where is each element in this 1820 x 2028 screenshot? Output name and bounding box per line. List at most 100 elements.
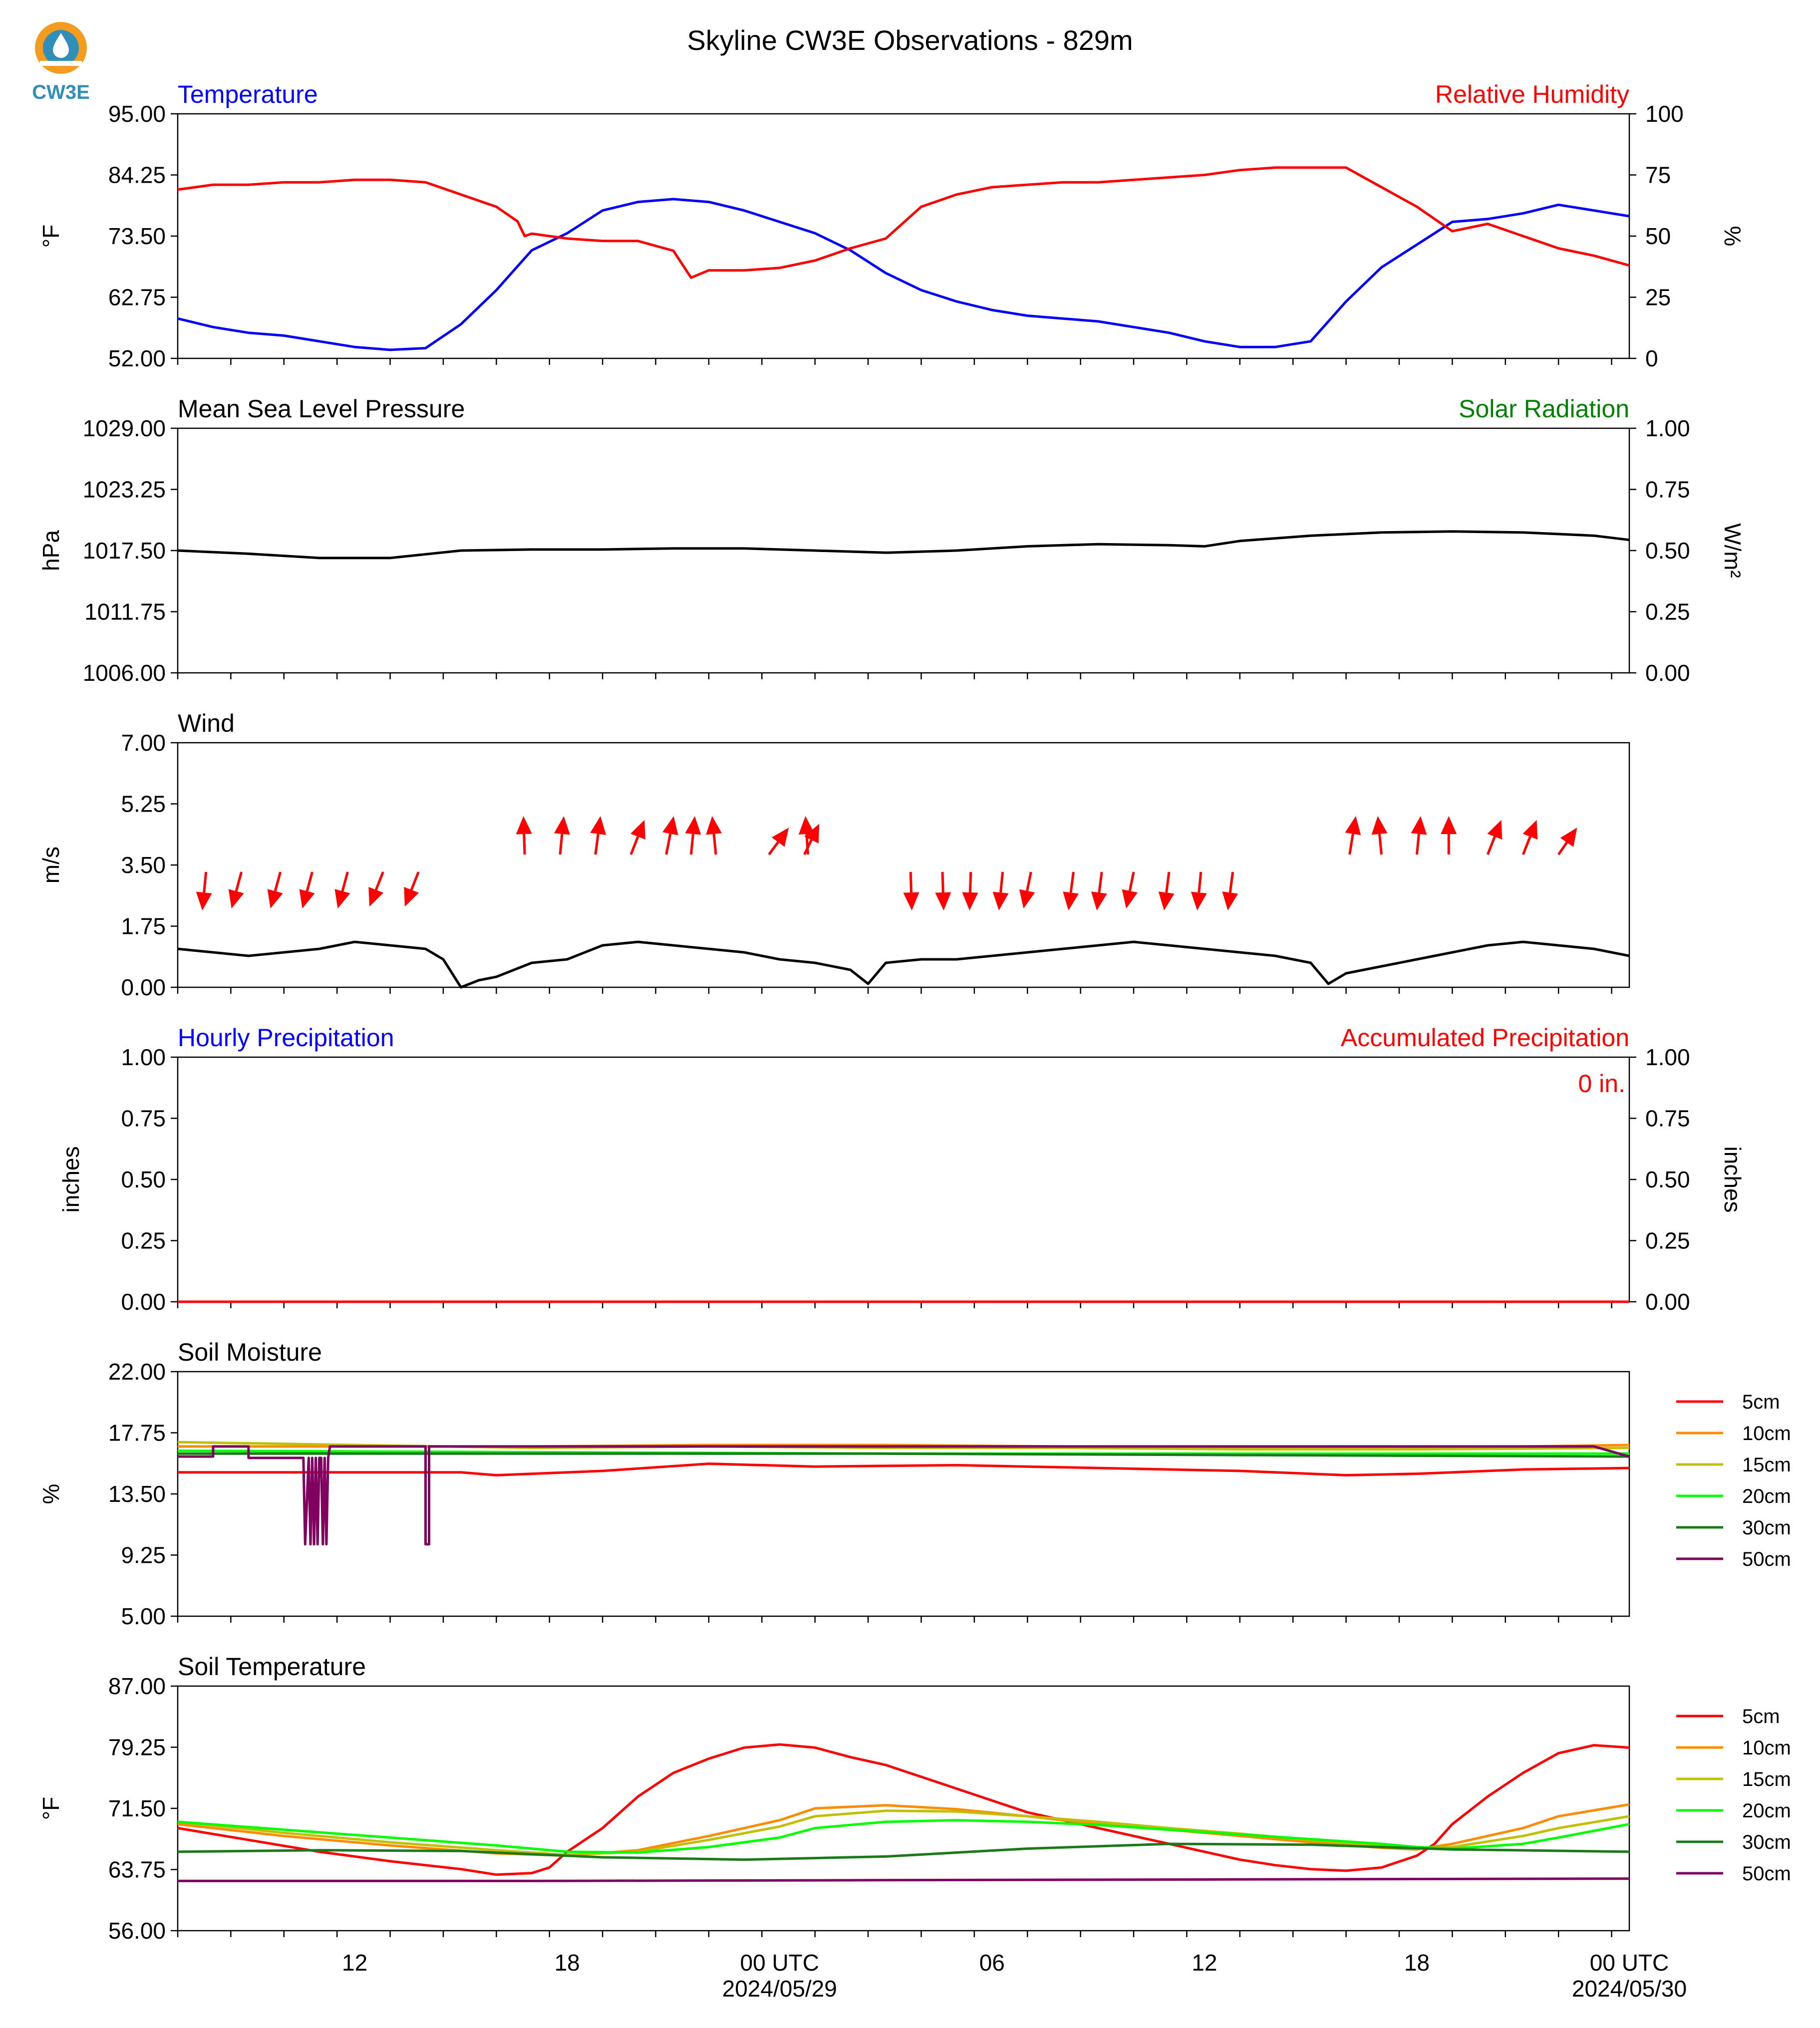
series-line [177, 198, 1630, 351]
wind-arrow-shaft [1348, 834, 1354, 855]
panel-title: Wind [178, 709, 235, 737]
wind-arrow-shaft [1228, 871, 1234, 893]
x-tick-sublabel: 2024/05/29 [722, 1976, 837, 2002]
legend-label: 30cm [1742, 1517, 1791, 1539]
legend-label: 20cm [1742, 1800, 1791, 1822]
wind-arrow [1345, 816, 1361, 855]
wind-arrow [1019, 871, 1035, 909]
wind-arrow-head [1019, 889, 1035, 909]
wind-arrow [1441, 816, 1457, 855]
y2-tick-label: 25 [1645, 285, 1671, 310]
wind-arrow-head [267, 889, 283, 909]
wind-arrow [299, 871, 315, 909]
wind-arrow-head [334, 889, 350, 909]
wind-arrow [554, 816, 570, 855]
wind-arrow-shaft [1069, 871, 1075, 893]
y-tick-label: 1.75 [121, 913, 166, 939]
y-tick-label: 73.50 [108, 223, 166, 249]
legend: 5cm 10cm 15cm 20cm 30cm 50cm [1676, 1706, 1791, 1885]
y2-tick-label: 0.00 [1645, 1289, 1690, 1315]
y-tick-label: 1023.25 [83, 477, 166, 503]
wind-arrow-head [1560, 828, 1577, 847]
y2-tick-label: 1.00 [1645, 1044, 1690, 1070]
plot-frame [177, 1685, 1630, 1932]
legend-label: 30cm [1742, 1831, 1791, 1853]
wind-arrow [962, 871, 978, 910]
wind-arrow-shaft [805, 834, 809, 855]
wind-arrow-head [706, 816, 722, 835]
wind-arrow-shaft [235, 871, 243, 892]
wind-arrow-head [516, 816, 532, 835]
wind-arrow-head [903, 892, 919, 910]
y2-tick-label: 0.50 [1645, 1166, 1690, 1192]
wind-arrow-shaft [1026, 871, 1032, 891]
wind-arrow-shaft [274, 871, 282, 892]
wind-arrow-shaft [689, 834, 694, 855]
wind-arrow-head [935, 892, 951, 910]
wind-arrow [1521, 820, 1538, 855]
wind-arrow-shaft [1198, 871, 1203, 893]
panel-title: Mean Sea Level Pressure [178, 395, 465, 423]
y-axis-label: hPa [38, 530, 64, 571]
wind-arrow [590, 816, 607, 855]
y2-tick-label: 0.75 [1645, 477, 1690, 503]
legend-label: 20cm [1742, 1485, 1791, 1507]
wind-arrow-head [554, 816, 570, 835]
panel-title: Hourly Precipitation [178, 1024, 394, 1052]
y-tick-label: 52.00 [108, 345, 166, 371]
plot-frame [177, 1056, 1630, 1303]
x-tick-label: 06 [979, 1950, 1005, 1976]
y-tick-label: 0.50 [121, 1166, 166, 1192]
y-axis-label: m/s [38, 847, 64, 883]
wind-arrow-shaft [665, 833, 672, 855]
legend-label: 10cm [1742, 1423, 1791, 1445]
logo-drop-icon [53, 33, 69, 58]
x-tick-label: 12 [1192, 1950, 1217, 1976]
wind-arrow-head [196, 891, 212, 910]
panel-title: Soil Temperature [178, 1653, 366, 1681]
precip-total-label: 0 in. [1578, 1070, 1625, 1098]
series-line [177, 530, 1630, 560]
x-tick-label: 12 [342, 1950, 367, 1976]
panel-1: Temperature Relative Humidity 52.00 62.75 73… [38, 80, 1746, 371]
y-tick-label: 63.75 [108, 1857, 166, 1883]
panel-right-title: Solar Radiation [1459, 395, 1629, 423]
y2-tick-label: 0.75 [1645, 1106, 1690, 1132]
y2-tick-label: 1.00 [1645, 415, 1690, 441]
wind-arrow-head [368, 886, 384, 907]
wind-arrow-shaft [203, 871, 208, 893]
wind-arrow-shaft [559, 834, 564, 855]
y-tick-label: 7.00 [121, 730, 166, 756]
wind-arrow [935, 871, 951, 910]
wind-arrow [706, 816, 722, 855]
wind-arrow [1122, 871, 1138, 909]
legend-label: 5cm [1742, 1706, 1780, 1728]
y-tick-label: 1017.50 [83, 538, 166, 564]
wind-arrow-head [590, 816, 607, 835]
plot-frame [177, 113, 1630, 359]
y-tick-label: 56.00 [108, 1918, 166, 1944]
wind-arrow [768, 828, 789, 856]
x-tick-label: 00 UTC [1590, 1950, 1669, 1976]
y-tick-label: 9.25 [121, 1542, 166, 1568]
wind-arrow-shaft [1415, 834, 1420, 855]
wind-arrow-head [1158, 891, 1175, 910]
series-line [178, 1452, 1630, 1458]
wind-arrow [798, 816, 815, 855]
wind-arrow-head [1191, 891, 1207, 910]
y-tick-label: 13.50 [108, 1481, 166, 1507]
wind-arrow-head [1371, 816, 1388, 835]
y2-tick-label: 100 [1645, 101, 1684, 127]
y2-tick-label: 0.00 [1645, 660, 1690, 686]
y2-tick-label: 0 [1645, 345, 1658, 371]
wind-arrow-head [1222, 891, 1238, 910]
y-tick-label: 17.75 [108, 1420, 166, 1446]
wind-arrow-head [962, 892, 978, 910]
figure-title: Skyline CW3E Observations - 829m [687, 24, 1133, 56]
wind-arrow-head [630, 820, 645, 840]
wind-arrow-head [992, 891, 1009, 910]
wind-arrow-head [1122, 889, 1138, 909]
y-tick-label: 62.75 [108, 285, 166, 310]
wind-arrow [629, 820, 645, 855]
plot-frame [177, 1371, 1630, 1617]
